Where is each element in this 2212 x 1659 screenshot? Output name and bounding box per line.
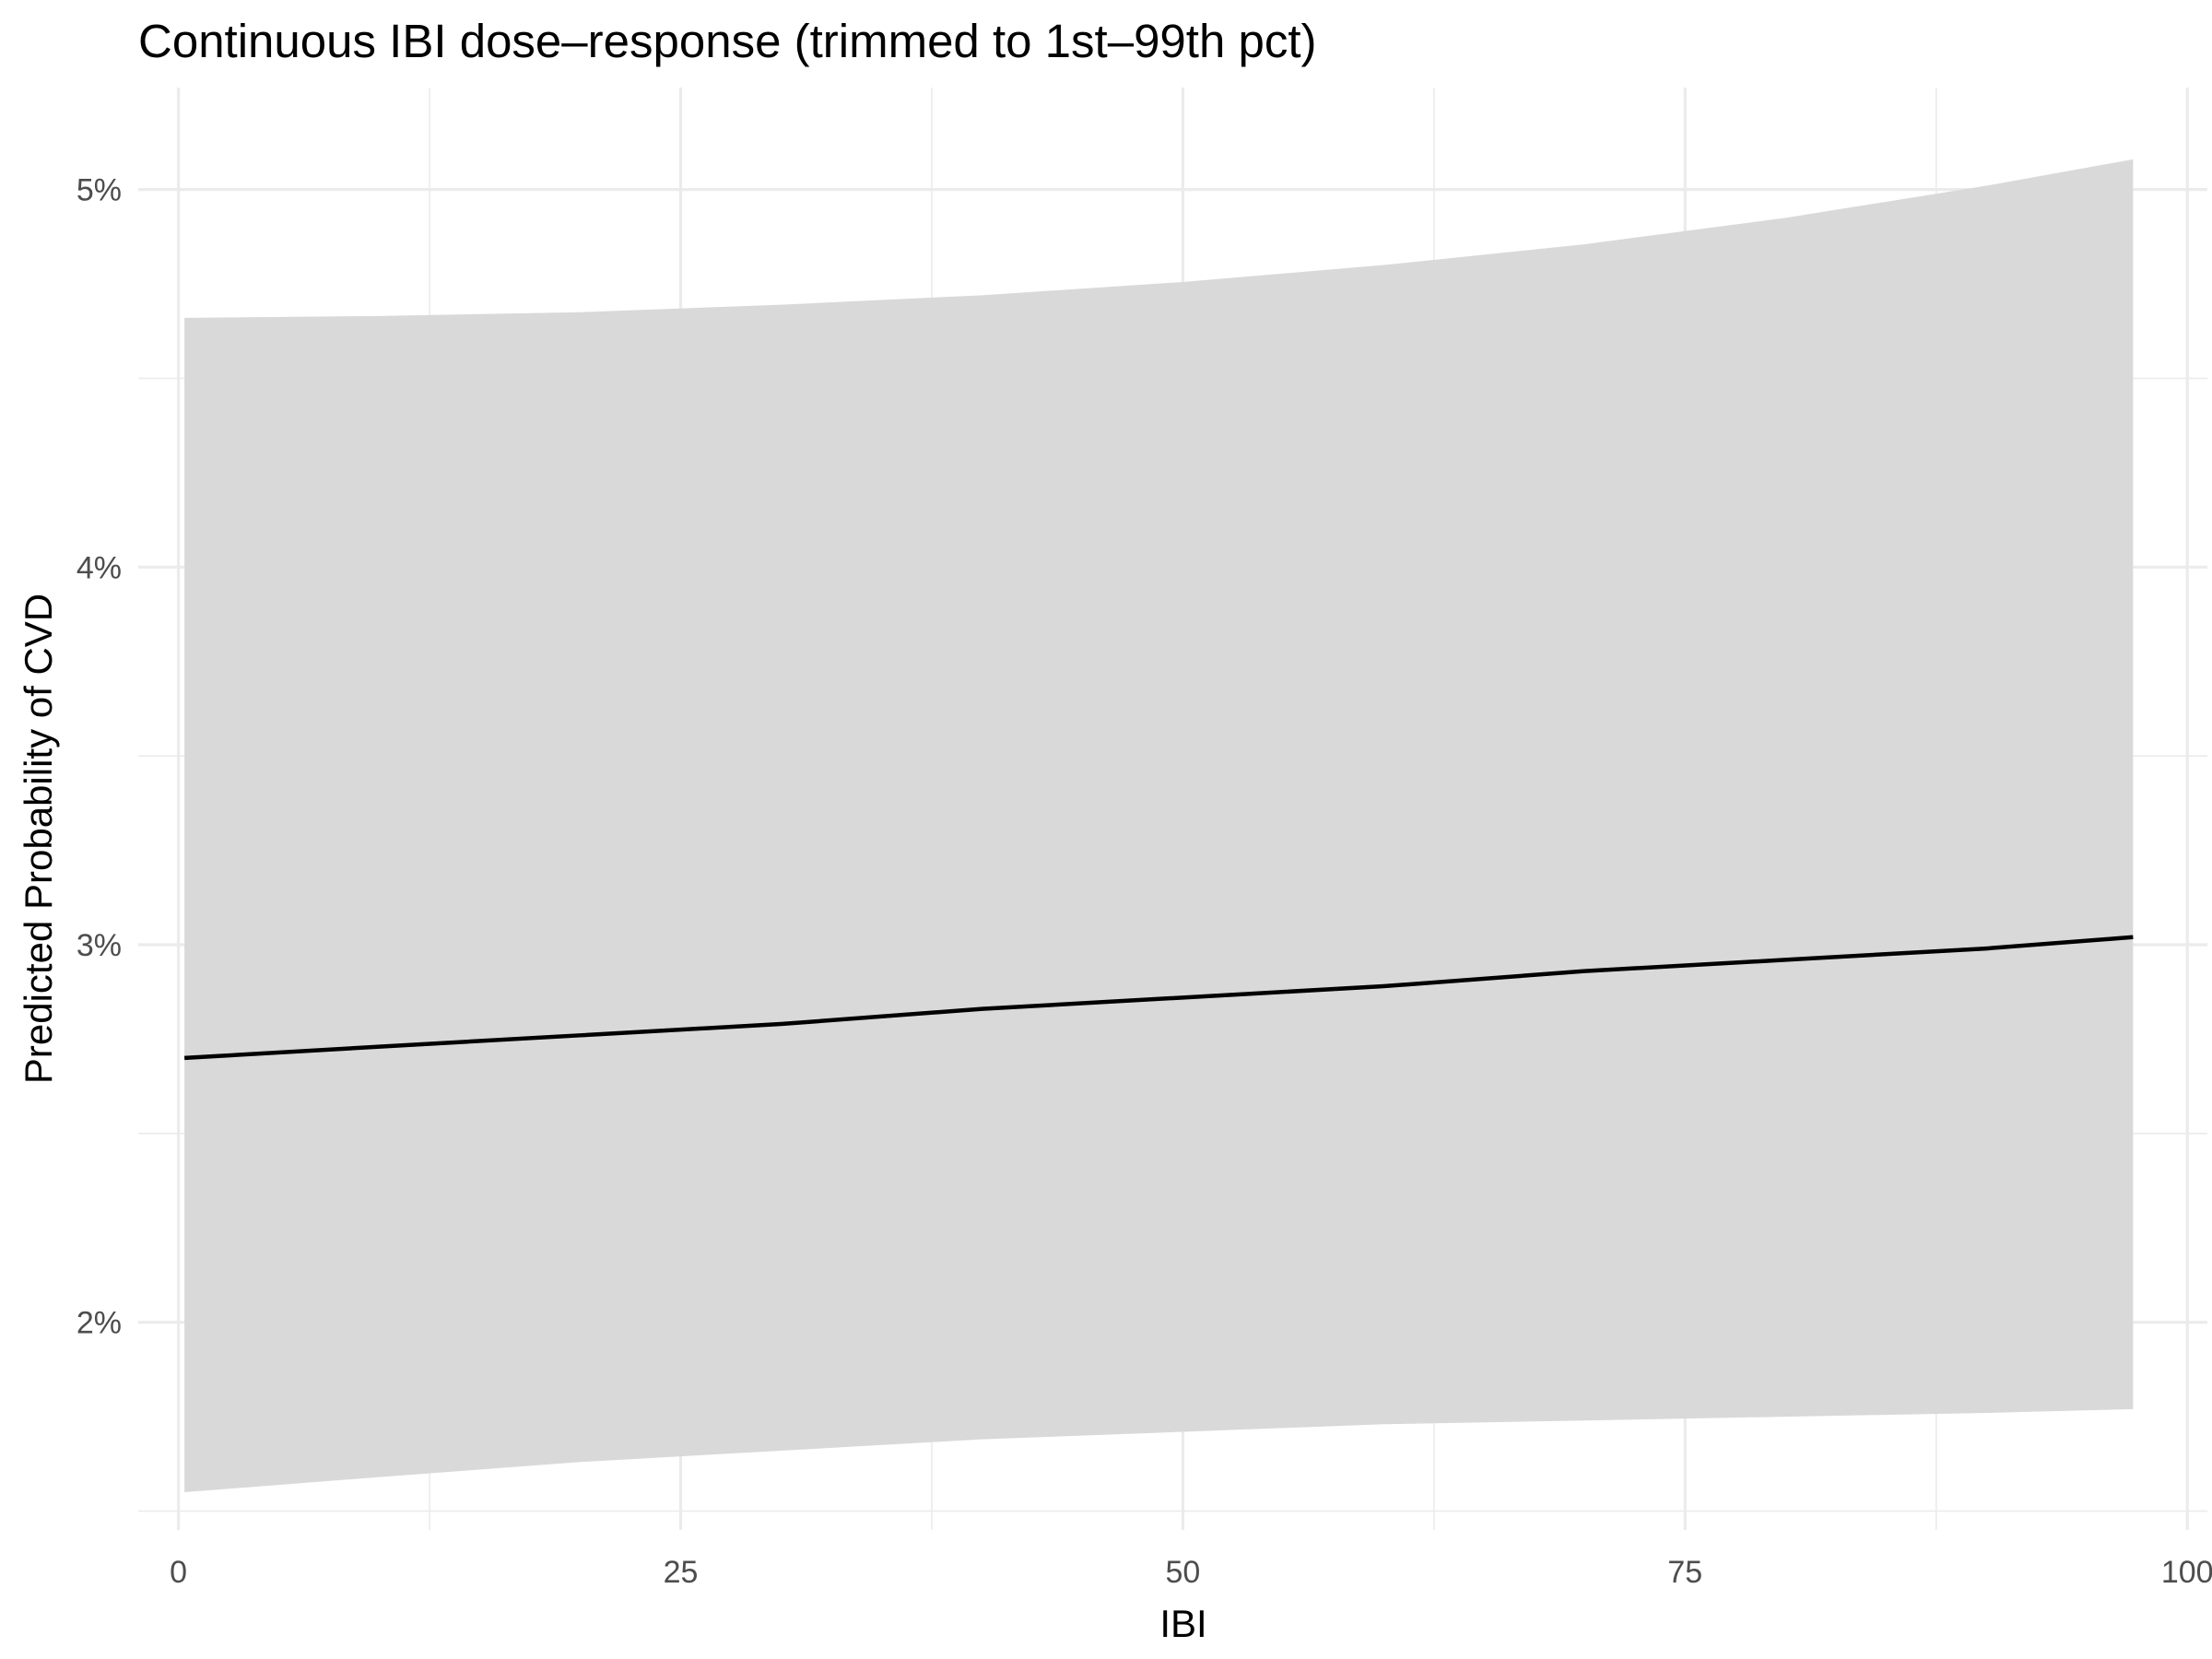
y-tick-label: 4% bbox=[76, 550, 122, 585]
x-tick-label: 75 bbox=[1667, 1555, 1702, 1590]
x-tick-label: 100 bbox=[2161, 1555, 2212, 1590]
y-tick-label: 3% bbox=[76, 928, 122, 963]
y-tick-label: 5% bbox=[76, 173, 122, 208]
line-layer bbox=[184, 935, 2134, 1061]
y-tick-label: 2% bbox=[76, 1306, 122, 1341]
prediction-line bbox=[184, 935, 2134, 1061]
x-axis-label: IBI bbox=[1159, 1602, 1206, 1645]
x-tick-label: 25 bbox=[664, 1555, 699, 1590]
tick-layer: 0 25 50 75 100 2% 3% 4% 5% bbox=[76, 173, 2212, 1590]
x-tick-label: 0 bbox=[170, 1555, 187, 1590]
chart-title: Continuous IBI dose–response (trimmed to… bbox=[138, 15, 1317, 67]
confidence-ribbon bbox=[184, 159, 2134, 1493]
y-axis-label: Predicted Probability of CVD bbox=[17, 594, 60, 1084]
x-tick-label: 50 bbox=[1165, 1555, 1200, 1590]
ribbon-layer bbox=[184, 159, 2134, 1493]
